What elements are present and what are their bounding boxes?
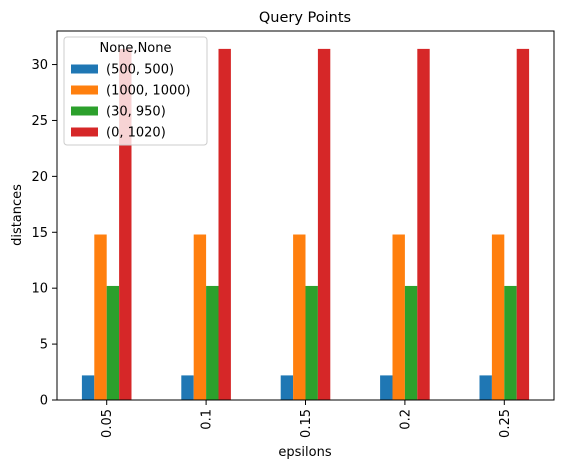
- bar-3-0.1: [206, 285, 219, 400]
- bar-4-0.1: [218, 48, 231, 401]
- bar-1-0.05: [81, 375, 95, 400]
- legend-swatch-4: [71, 127, 98, 137]
- bar-1-0.25: [479, 375, 492, 400]
- bar-1-0.1: [181, 375, 194, 400]
- y-tick-label: 20: [31, 170, 48, 185]
- y-tick-label: 30: [31, 58, 48, 73]
- x-tick-label: 0.25: [498, 409, 513, 438]
- legend-swatch-1: [71, 64, 98, 74]
- bar-3-0.05: [106, 285, 120, 400]
- x-tick-label: 0.05: [100, 409, 115, 438]
- x-tick-label: 0.2: [398, 409, 413, 430]
- legend: None,None (500, 500) (1000, 1000) (30, 950)…: [63, 36, 208, 146]
- x-axis: 0.05 0.1 0.15 0.2 0.25: [100, 400, 513, 438]
- legend-box: [63, 36, 208, 146]
- bars-layer: [81, 48, 530, 401]
- legend-entry-4: (0, 1020): [106, 126, 166, 141]
- bar-4-0.2: [417, 48, 430, 401]
- legend-entry-1: (500, 500): [106, 63, 174, 78]
- legend-title: None,None: [100, 41, 172, 56]
- bar-3-0.15: [305, 285, 318, 400]
- bar-1-0.2: [380, 375, 393, 400]
- bar-1-0.15: [280, 375, 294, 400]
- bar-2-0.15: [293, 234, 306, 400]
- bar-4-0.25: [516, 48, 530, 401]
- bar-3-0.25: [504, 285, 517, 400]
- y-axis: 0 5 10 15 20 25 30: [31, 58, 57, 409]
- bar-2-0.05: [94, 234, 107, 400]
- y-tick-label: 10: [31, 282, 48, 297]
- y-tick-label: 0: [40, 394, 48, 409]
- bar-2-0.1: [193, 234, 207, 400]
- y-axis-label: distances: [10, 184, 25, 246]
- legend-swatch-2: [71, 85, 98, 95]
- x-tick-label: 0.1: [200, 409, 215, 430]
- bar-3-0.2: [404, 285, 418, 400]
- legend-swatch-3: [71, 106, 98, 116]
- y-tick-label: 25: [31, 114, 48, 129]
- bar-4-0.15: [317, 48, 331, 401]
- chart-title: Query Points: [259, 10, 351, 26]
- x-axis-label: epsilons: [278, 445, 331, 460]
- x-tick-label: 0.15: [299, 409, 314, 438]
- bar-2-0.2: [392, 234, 405, 400]
- legend-entry-2: (1000, 1000): [106, 84, 191, 99]
- y-tick-label: 5: [40, 338, 48, 353]
- y-tick-label: 15: [31, 226, 48, 241]
- bar-2-0.25: [491, 234, 505, 400]
- legend-entry-3: (30, 950): [106, 105, 166, 120]
